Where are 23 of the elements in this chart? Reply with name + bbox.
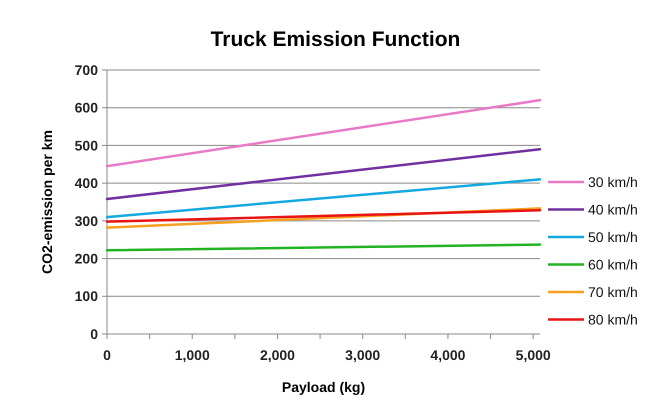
x-tick-label: 0	[103, 347, 112, 363]
x-tick-label: 4,000	[430, 347, 466, 363]
y-tick-label: 500	[74, 137, 98, 154]
x-tick-label: 5,000	[516, 347, 551, 363]
legend-label: 80 km/h	[588, 311, 638, 328]
legend-label: 40 km/h	[588, 201, 638, 218]
x-tick-label: 1,000	[174, 347, 210, 363]
legend-label: 60 km/h	[588, 256, 638, 272]
x-axis-title: Payload (kg)	[282, 379, 366, 395]
y-tick-label: 100	[74, 288, 98, 304]
y-tick-label: 0	[90, 326, 98, 342]
x-tick-label: 2,000	[260, 347, 296, 363]
legend-label: 50 km/h	[588, 228, 638, 245]
chart-title: Truck Emission Function	[210, 28, 460, 51]
y-tick-label: 700	[74, 62, 98, 78]
legend-label: 70 km/h	[588, 284, 638, 300]
y-axis-title: CO2-emission per km	[39, 130, 55, 274]
y-tick-label: 400	[74, 175, 98, 192]
y-tick-label: 300	[74, 212, 98, 229]
y-tick-label: 200	[74, 250, 98, 266]
y-tick-label: 600	[74, 100, 98, 116]
x-tick-label: 3,000	[345, 347, 380, 363]
legend-label: 30 km/h	[588, 174, 638, 190]
